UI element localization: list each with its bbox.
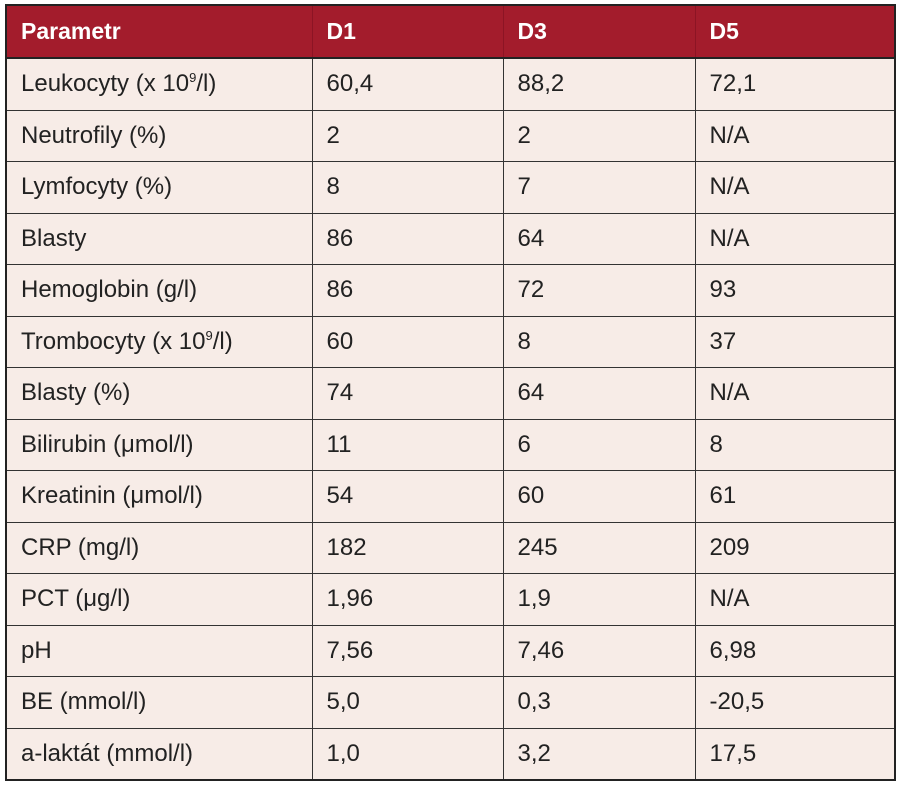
value-cell-d5: N/A — [695, 367, 895, 420]
value-cell-d5: 61 — [695, 470, 895, 523]
value-cell-d3: 7 — [503, 161, 696, 214]
value-cell-d3: 6 — [503, 419, 696, 471]
value-cell-d5: 37 — [695, 316, 895, 368]
value-cell-d1: 86 — [312, 264, 504, 317]
parameter-cell: Blasty — [6, 213, 313, 265]
parameter-unit: /l) — [196, 70, 217, 98]
value-cell-d3: 3,2 — [503, 728, 696, 780]
value-cell-d1: 86 — [312, 213, 504, 265]
header-parametr: Parametr — [6, 5, 313, 59]
header-d1: D1 — [312, 5, 504, 59]
value-cell-d5: 17,5 — [709, 739, 757, 767]
parameter-cell: Lymfocyty (%) — [6, 161, 313, 214]
parameter-exponent: 9 — [205, 327, 213, 343]
table-row: Leukocyty (x 109/l) 60,4 88,2 72,1 — [6, 58, 895, 111]
parameter-cell: Neutrofily (%) — [6, 110, 313, 162]
table-row: pH 7,56 7,46 6,98 — [6, 625, 895, 677]
value-cell-d3: 64 — [503, 213, 696, 265]
parameter-label: PCT (μg/l) — [21, 585, 131, 613]
parameter-cell: Bilirubin (μmol/l) — [6, 419, 313, 471]
table-row: Blasty (%) 74 64 N/A — [6, 367, 895, 420]
parameter-label: Blasty (%) — [21, 379, 131, 407]
value-cell-d5: 209 — [695, 522, 895, 574]
value-cell-d1: 11 — [312, 419, 504, 471]
value-cell-d5: -20,5 — [695, 676, 895, 729]
parameter-unit: /l) — [212, 327, 233, 355]
table-body: Leukocyty (x 109/l) 60,4 88,2 72,1 Neutrofil… — [6, 58, 895, 780]
table-row: CRP (mg/l) 182 245 209 — [6, 522, 895, 574]
table-row: BE (mmol/l) 5,0 0,3 -20,5 — [6, 676, 895, 729]
value-cell-d5: 93 — [695, 264, 895, 317]
parameter-label: CRP (mg/l) — [21, 533, 140, 561]
value-cell-d3: 0,3 — [503, 676, 696, 729]
table-row: Neutrofily (%) 2 2 N/A — [6, 110, 895, 162]
value-cell-d1: 54 — [312, 470, 504, 523]
parameter-label: Bilirubin (μmol/l) — [21, 430, 194, 458]
value-cell-d3: 72 — [503, 264, 696, 317]
parameter-cell: Trombocyty (x 109/l) — [6, 316, 313, 368]
value-cell-d1: 182 — [312, 522, 504, 574]
value-cell-d5: N/A — [695, 213, 895, 265]
value-cell-d1: 8 — [312, 161, 504, 214]
value-cell-d1: 7,56 — [312, 625, 504, 677]
header-row: Parametr D1 D3 D5 — [6, 5, 895, 59]
parameter-cell: CRP (mg/l) — [6, 522, 313, 574]
parameter-exponent: 9 — [189, 70, 197, 86]
value-cell-d1: 60 — [312, 316, 504, 368]
table-row: PCT (μg/l) 1,96 1,9 N/A — [6, 573, 895, 626]
parameter-label: Leukocyty (x 10 — [21, 70, 190, 98]
value-cell-d1: 5,0 — [312, 676, 504, 729]
parameter-label: Hemoglobin (g/l) — [21, 276, 198, 304]
parameter-label: Kreatinin (μmol/l) — [21, 482, 203, 510]
value-cell-d3: 60 — [503, 470, 696, 523]
table-row: Bilirubin (μmol/l) 11 6 8 — [6, 419, 895, 471]
parameter-cell: Kreatinin (μmol/l) — [6, 470, 313, 523]
parameter-cell: a-laktát (mmol/l) — [6, 728, 313, 780]
value-cell-d3: 64 — [503, 367, 696, 420]
table-row: Hemoglobin (g/l) 86 72 93 — [6, 264, 895, 317]
value-cell-d1: 60,4 — [312, 58, 504, 111]
parameter-cell: PCT (μg/l) — [6, 573, 313, 626]
parameter-cell: pH — [6, 625, 313, 677]
value-cell-d1: 1,0 — [312, 728, 504, 780]
parameter-label: a-laktát (mmol/l) — [21, 739, 194, 767]
value-cell-d3: 7,46 — [503, 625, 696, 677]
header-d5: D5 — [695, 5, 895, 59]
parameter-label: Neutrofily (%) — [21, 121, 167, 149]
table-row: Blasty 86 64 N/A — [6, 213, 895, 265]
table-row: Kreatinin (μmol/l) 54 60 61 — [6, 470, 895, 523]
parameter-label: BE (mmol/l) — [21, 688, 147, 716]
value-cell-d1: 2 — [312, 110, 504, 162]
value-cell-d3: 2 — [503, 110, 696, 162]
parameter-cell: BE (mmol/l) — [6, 676, 313, 729]
table-row: Trombocyty (x 109/l) 60 8 37 — [6, 316, 895, 368]
value-cell-d5: N/A — [695, 161, 895, 214]
value-cell-d3: 1,9 — [503, 573, 696, 626]
table-row: Lymfocyty (%) 8 7 N/A — [6, 161, 895, 214]
parameter-label: Lymfocyty (%) — [21, 173, 173, 201]
parameter-label: Trombocyty (x 10 — [21, 327, 206, 355]
parameter-cell: Blasty (%) — [6, 367, 313, 420]
value-cell-d3: 8 — [503, 316, 696, 368]
value-cell-d3: 245 — [503, 522, 696, 574]
value-cell-d1: 1,96 — [312, 573, 504, 626]
lab-results-table: Parametr D1 D3 D5 Leukocyty (x 109/l) 60,… — [5, 4, 896, 781]
parameter-label: Blasty — [21, 224, 87, 252]
value-cell-d3: 88,2 — [503, 58, 696, 111]
header-d3: D3 — [503, 5, 696, 59]
table-row: a-laktát (mmol/l) 1,0 3,2 17,5 — [6, 728, 895, 780]
parameter-label: pH — [21, 636, 52, 664]
value-cell-d5: 6,98 — [695, 625, 895, 677]
value-cell-d1: 74 — [312, 367, 504, 420]
value-cell-d5: 8 — [695, 419, 895, 471]
value-cell-d5: N/A — [695, 573, 895, 626]
parameter-cell: Hemoglobin (g/l) — [6, 264, 313, 317]
value-cell-d5: 72,1 — [695, 58, 895, 111]
value-cell-d5: N/A — [695, 110, 895, 162]
parameter-cell: Leukocyty (x 109/l) — [6, 58, 313, 111]
table-header: Parametr D1 D3 D5 — [6, 5, 895, 59]
